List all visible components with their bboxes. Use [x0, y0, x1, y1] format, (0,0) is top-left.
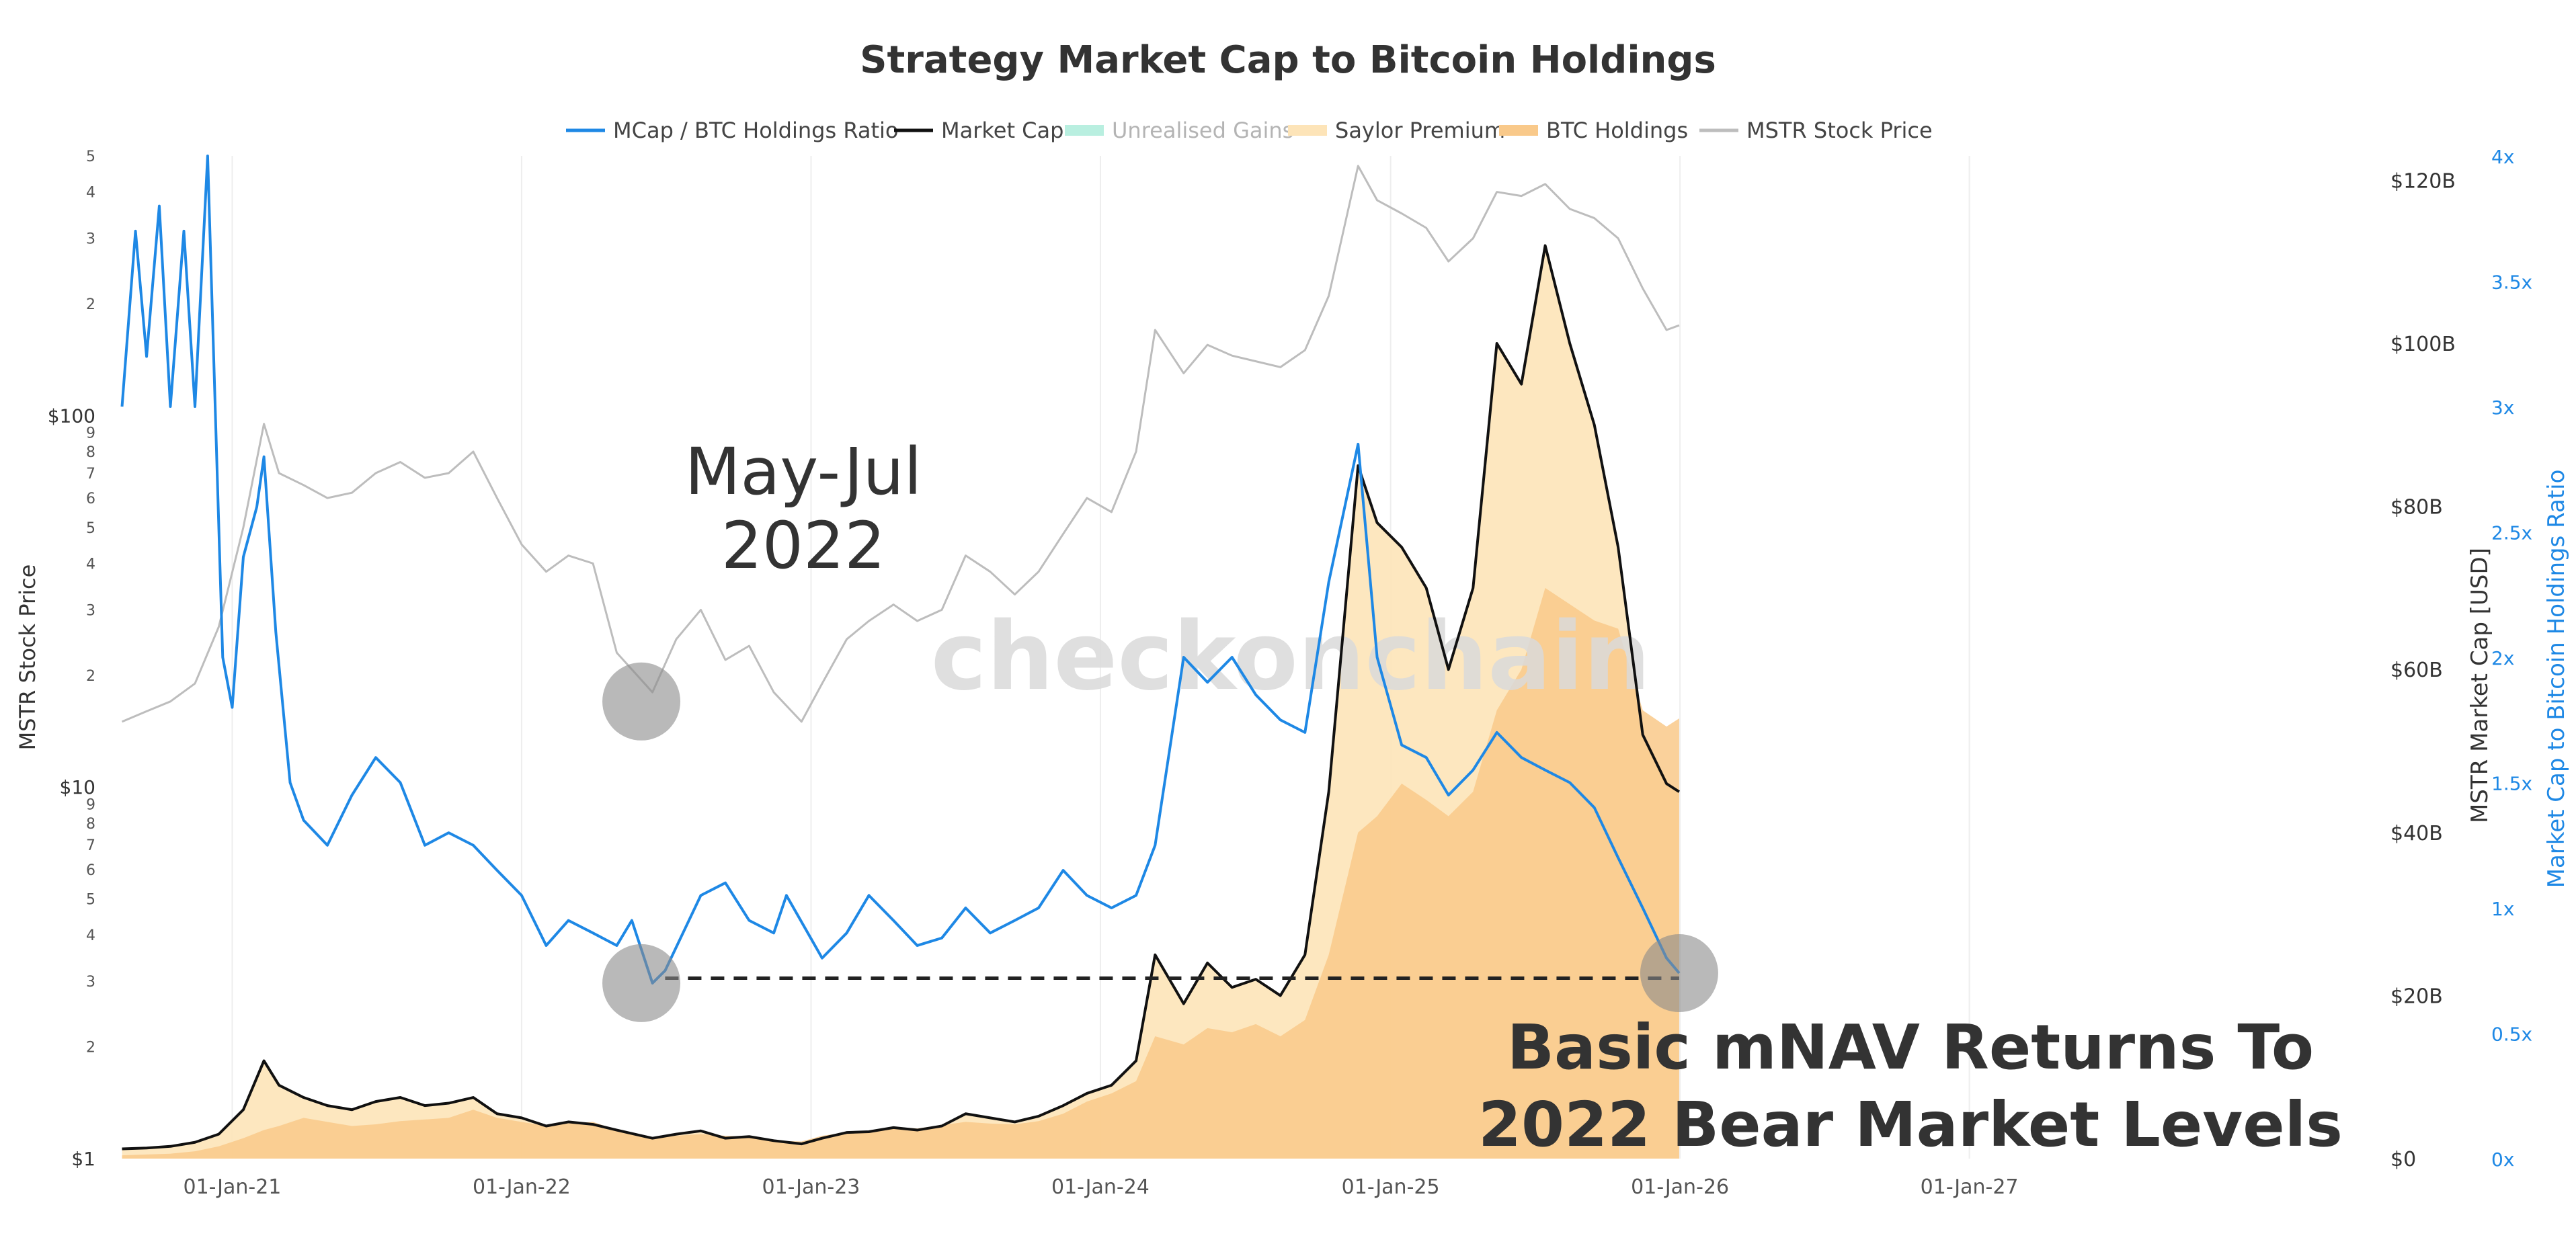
- left-axis-major-label: $10: [60, 776, 95, 798]
- left-axis-minor-label: 3: [86, 602, 95, 619]
- right-axis-mcap-label: $60B: [2390, 659, 2443, 682]
- legend-item-btc-holdings[interactable]: BTC Holdings: [1499, 118, 1688, 143]
- left-axis-minor-label: 4: [86, 185, 95, 202]
- highlight-circle: [602, 662, 681, 741]
- mcap-btc-holdings-ratio-line: [120, 155, 1681, 985]
- right-axis-mcap-title: MSTR Market Cap [USD]: [2466, 548, 2493, 823]
- market-cap-line: [122, 244, 1681, 1151]
- series-lines: [120, 155, 1681, 1151]
- left-axis-minor-label: 3: [86, 974, 95, 991]
- annotation-may-jul: May-Jul: [685, 434, 922, 509]
- highlight-circles: [602, 662, 1718, 1022]
- left-axis-minor-label: 3: [86, 231, 95, 248]
- left-axis-minor-label: 7: [86, 837, 95, 854]
- left-axis-minor-label: 9: [86, 425, 95, 442]
- x-tick-label: 01-Jan-22: [473, 1175, 571, 1199]
- headline-line-1: Basic mNAV Returns To: [1507, 1011, 2314, 1083]
- right-axis-ratio-label: 2.5x: [2491, 522, 2532, 544]
- x-tick-label: 01-Jan-23: [762, 1175, 860, 1199]
- x-tick-label: 01-Jan-25: [1342, 1175, 1440, 1199]
- right-axis-mcap-label: $40B: [2390, 822, 2443, 845]
- watermark-group: checkonchain: [931, 602, 1651, 712]
- right-axis-mcap-label: $100B: [2390, 333, 2456, 356]
- legend-item-mstr-stock-price[interactable]: MSTR Stock Price: [1699, 118, 1933, 143]
- headline-line-2: 2022 Bear Market Levels: [1478, 1089, 2343, 1161]
- x-tick-label: 01-Jan-26: [1631, 1175, 1729, 1199]
- left-axis-major-label: $100: [48, 405, 95, 427]
- legend-label: MSTR Stock Price: [1746, 118, 1933, 143]
- left-axis-minor-label: 5: [86, 892, 95, 909]
- legend-label: BTC Holdings: [1546, 118, 1688, 143]
- mstr-stock-price-line: [121, 165, 1680, 723]
- x-tick-label: 01-Jan-21: [183, 1175, 281, 1199]
- left-axis-major-label: $1: [71, 1148, 95, 1170]
- left-axis-minor-label: 5: [86, 149, 95, 165]
- right-axis-mcap-label: $0: [2390, 1148, 2416, 1171]
- x-tick-label: 01-Jan-24: [1051, 1175, 1150, 1199]
- legend-item-unrealised-gains[interactable]: Unrealised Gains: [1065, 118, 1293, 143]
- left-axis-minor-label: 4: [86, 927, 95, 944]
- left-axis-minor-label: 7: [86, 466, 95, 483]
- right-axis-mcap-label: $80B: [2390, 496, 2443, 519]
- left-axis-minor-label: 8: [86, 816, 95, 833]
- right-axis-ratio-label: 1x: [2491, 898, 2514, 920]
- left-axis-title: MSTR Stock Price: [15, 565, 40, 751]
- right-axis-mcap-label: $20B: [2390, 985, 2443, 1008]
- right-axis-ratio-label: 3.5x: [2491, 272, 2532, 294]
- right-axis-ratio-label: 0.5x: [2491, 1024, 2532, 1046]
- right-axis-ratio-title: Market Cap to Bitcoin Holdings Ratio: [2543, 470, 2570, 888]
- x-tick-label: 01-Jan-27: [1921, 1175, 2019, 1199]
- legend[interactable]: MCap / BTC Holdings Ratio Market Cap Unrea…: [566, 118, 1933, 143]
- highlight-circle: [602, 944, 681, 1022]
- right-axis-ratio-label: 4x: [2491, 146, 2514, 168]
- right-axis-mcap-label: $120B: [2390, 169, 2456, 193]
- legend-label: Saylor Premium: [1335, 118, 1505, 143]
- btc-holdings-area: [122, 587, 1679, 1159]
- chart-title: Strategy Market Cap to Bitcoin Holdings: [860, 38, 1716, 82]
- right-axis-ratio-label: 2x: [2491, 647, 2514, 669]
- legend-item-market-cap[interactable]: Market Cap: [894, 118, 1063, 143]
- legend-swatch: [1065, 125, 1104, 136]
- left-axis-minor-label: 6: [86, 491, 95, 507]
- right-axis-ratio-label: 3x: [2491, 397, 2514, 419]
- left-axis-minor-label: 6: [86, 862, 95, 879]
- right-axis-ratio-label: 0x: [2491, 1149, 2514, 1171]
- right-axis-ratio-label: 1.5x: [2491, 773, 2532, 795]
- highlight-circle: [1640, 933, 1718, 1012]
- left-axis-minor-label: 4: [86, 556, 95, 573]
- legend-item-mcap-btc-holdings-ratio[interactable]: MCap / BTC Holdings Ratio: [566, 118, 898, 143]
- left-axis-minor-label: 8: [86, 444, 95, 461]
- left-axis-minor-label: 5: [86, 520, 95, 537]
- left-axis-minor-label: 2: [86, 1040, 95, 1056]
- axes: 01-Jan-21 01-Jan-22 01-Jan-23 01-Jan-24 01-J…: [15, 146, 2570, 1199]
- legend-swatch: [1499, 125, 1538, 136]
- legend-swatch: [1288, 125, 1327, 136]
- legend-label: Unrealised Gains: [1112, 118, 1293, 143]
- left-axis-minor-label: 9: [86, 796, 95, 813]
- legend-item-saylor-premium[interactable]: Saylor Premium: [1288, 118, 1505, 143]
- left-axis-minor-label: 2: [86, 296, 95, 313]
- left-axis-minor-label: 2: [86, 668, 95, 685]
- legend-label: Market Cap: [941, 118, 1063, 143]
- area-layers: [122, 245, 1679, 1159]
- legend-label: MCap / BTC Holdings Ratio: [613, 118, 898, 143]
- annotation-2022: 2022: [721, 508, 885, 583]
- watermark-text: checkonchain: [931, 602, 1651, 712]
